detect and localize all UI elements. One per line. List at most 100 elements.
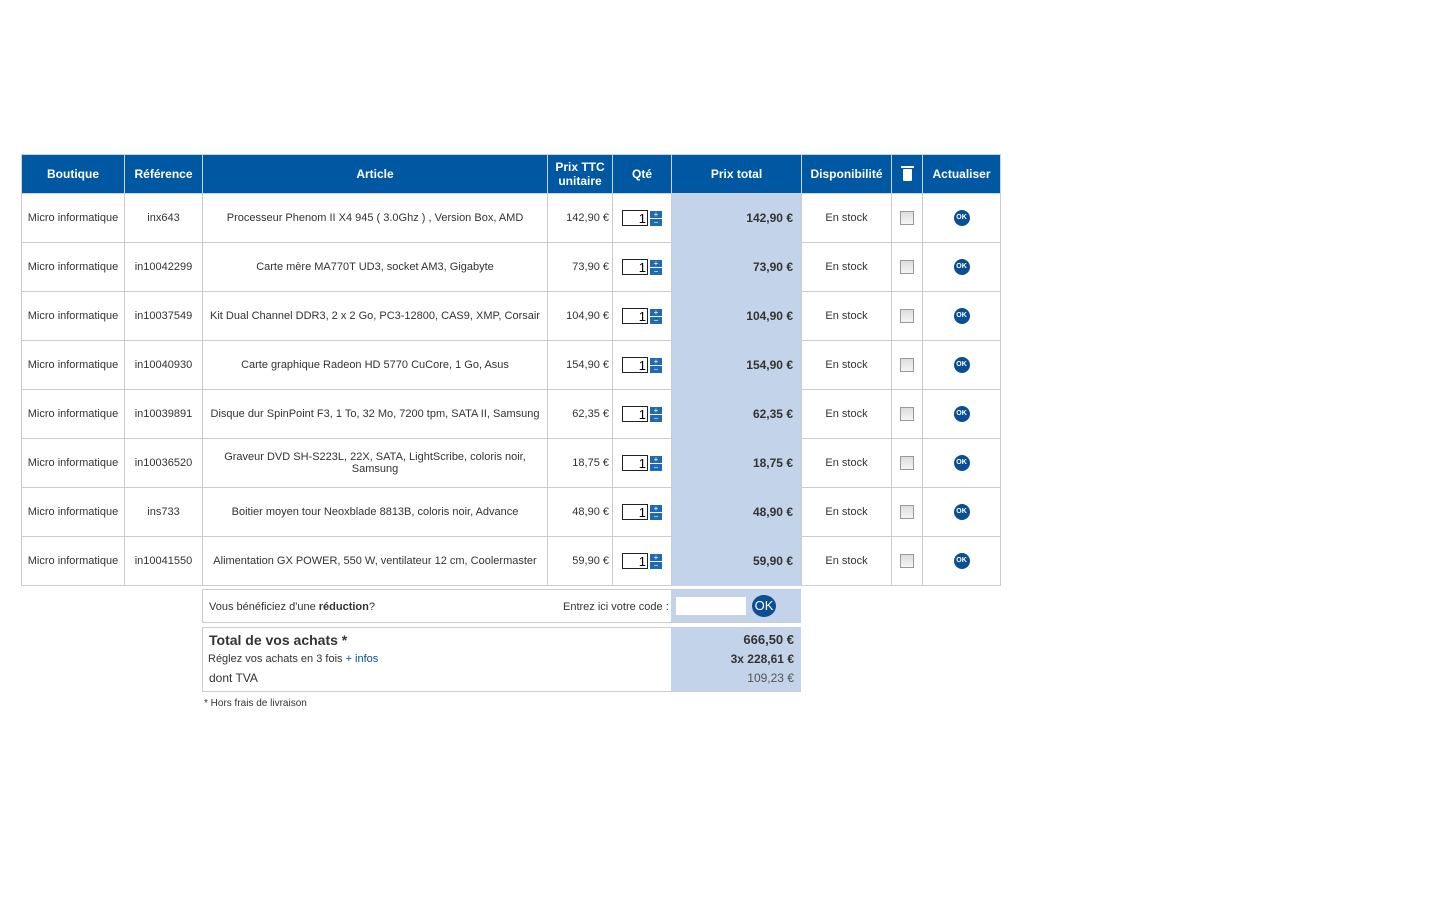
table-row: Micro informatique in10037549 Kit Dual C… <box>21 291 1001 341</box>
cell-reference: inx643 <box>124 193 203 243</box>
cell-prix-unitaire: 142,90 € <box>547 193 613 243</box>
update-ok-button[interactable]: OK <box>953 357 970 373</box>
cell-actualiser: OK <box>922 340 1001 390</box>
quantity-input[interactable] <box>622 210 648 226</box>
cell-prix-total: 104,90 € <box>671 291 802 341</box>
header-qte: Qté <box>612 154 672 194</box>
cell-disponibilite: En stock <box>801 340 892 390</box>
cell-boutique: Micro informatique <box>21 193 125 243</box>
cell-delete <box>891 193 923 243</box>
table-header: Boutique Référence Article Prix TTC unita… <box>21 154 1001 194</box>
quantity-input[interactable] <box>622 553 648 569</box>
discount-input-area: OK <box>671 590 801 622</box>
cell-actualiser: OK <box>922 389 1001 439</box>
cell-delete <box>891 438 923 488</box>
discount-ok-button[interactable]: OK <box>752 595 776 617</box>
table-row: Micro informatique in10040930 Carte grap… <box>21 340 1001 390</box>
increment-button[interactable]: + <box>650 406 662 414</box>
discount-code-label: Entrez ici votre code : <box>563 601 669 613</box>
cell-article: Alimentation GX POWER, 550 W, ventilateu… <box>202 536 548 586</box>
decrement-button[interactable]: − <box>650 365 662 373</box>
cell-qte: +− <box>612 340 672 390</box>
delete-checkbox[interactable] <box>900 358 914 372</box>
delete-checkbox[interactable] <box>900 554 914 568</box>
delete-checkbox[interactable] <box>900 407 914 421</box>
cell-actualiser: OK <box>922 193 1001 243</box>
update-ok-button[interactable]: OK <box>953 259 970 275</box>
cell-boutique: Micro informatique <box>21 487 125 537</box>
infos-link[interactable]: + infos <box>345 653 379 665</box>
quantity-input[interactable] <box>622 504 648 520</box>
quantity-input[interactable] <box>622 259 648 275</box>
quantity-stepper: +− <box>622 504 662 520</box>
quantity-input[interactable] <box>622 406 648 422</box>
cell-prix-total: 73,90 € <box>671 242 802 292</box>
quantity-stepper: +− <box>622 406 662 422</box>
cell-qte: +− <box>612 487 672 537</box>
delete-checkbox[interactable] <box>900 260 914 274</box>
cell-delete <box>891 291 923 341</box>
cell-prix-total: 18,75 € <box>671 438 802 488</box>
increment-button[interactable]: + <box>650 455 662 463</box>
decrement-button[interactable]: − <box>650 512 662 520</box>
update-ok-button[interactable]: OK <box>953 504 970 520</box>
table-row: Micro informatique ins733 Boitier moyen … <box>21 487 1001 537</box>
update-ok-button[interactable]: OK <box>953 308 970 324</box>
increment-button[interactable]: + <box>650 210 662 218</box>
quantity-stepper: +− <box>622 308 662 324</box>
cell-boutique: Micro informatique <box>21 389 125 439</box>
increment-button[interactable]: + <box>650 308 662 316</box>
cell-actualiser: OK <box>922 487 1001 537</box>
discount-code-input[interactable] <box>676 597 746 615</box>
delete-checkbox[interactable] <box>900 456 914 470</box>
cell-qte: +− <box>612 242 672 292</box>
cell-boutique: Micro informatique <box>21 291 125 341</box>
quantity-stepper: +− <box>622 259 662 275</box>
discount-section: Vous bénéficiez d'une réduction? Entrez … <box>202 589 801 623</box>
quantity-input[interactable] <box>622 357 648 373</box>
cell-prix-total: 62,35 € <box>671 389 802 439</box>
increment-button[interactable]: + <box>650 553 662 561</box>
update-ok-button[interactable]: OK <box>953 210 970 226</box>
decrement-button[interactable]: − <box>650 218 662 226</box>
discount-suffix: ? <box>368 601 375 613</box>
cell-prix-total: 48,90 € <box>671 487 802 537</box>
header-prix-unitaire-line2: unitaire <box>558 174 602 188</box>
cell-disponibilite: En stock <box>801 487 892 537</box>
decrement-button[interactable]: − <box>650 561 662 569</box>
update-ok-button[interactable]: OK <box>953 406 970 422</box>
header-prix-unitaire-line1: Prix TTC <box>555 160 605 174</box>
cell-delete <box>891 487 923 537</box>
delete-checkbox[interactable] <box>900 211 914 225</box>
cart-table: Boutique Référence Article Prix TTC unita… <box>21 154 1001 586</box>
cell-qte: +− <box>612 193 672 243</box>
quantity-input[interactable] <box>622 308 648 324</box>
header-article: Article <box>202 154 548 194</box>
cell-reference: in10039891 <box>124 389 203 439</box>
installments-value: 3x 228,61 € <box>730 652 794 666</box>
update-ok-button[interactable]: OK <box>953 455 970 471</box>
cell-disponibilite: En stock <box>801 242 892 292</box>
totals-section: Total de vos achats * Réglez vos achats … <box>202 627 801 692</box>
decrement-button[interactable]: − <box>650 267 662 275</box>
table-row: Micro informatique in10041550 Alimentati… <box>21 536 1001 586</box>
cell-boutique: Micro informatique <box>21 340 125 390</box>
quantity-stepper: +− <box>622 357 662 373</box>
decrement-button[interactable]: − <box>650 316 662 324</box>
installments-label: Réglez vos achats en 3 fois <box>208 653 346 665</box>
table-row: Micro informatique in10042299 Carte mère… <box>21 242 1001 292</box>
cell-disponibilite: En stock <box>801 291 892 341</box>
delete-checkbox[interactable] <box>900 309 914 323</box>
footnote: * Hors frais de livraison <box>204 698 307 709</box>
totals-values-bg <box>671 628 801 691</box>
quantity-input[interactable] <box>622 455 648 471</box>
cell-prix-unitaire: 104,90 € <box>547 291 613 341</box>
increment-button[interactable]: + <box>650 259 662 267</box>
increment-button[interactable]: + <box>650 357 662 365</box>
delete-checkbox[interactable] <box>900 505 914 519</box>
increment-button[interactable]: + <box>650 504 662 512</box>
decrement-button[interactable]: − <box>650 463 662 471</box>
tva-value: 109,23 € <box>747 671 794 685</box>
update-ok-button[interactable]: OK <box>953 553 970 569</box>
decrement-button[interactable]: − <box>650 414 662 422</box>
